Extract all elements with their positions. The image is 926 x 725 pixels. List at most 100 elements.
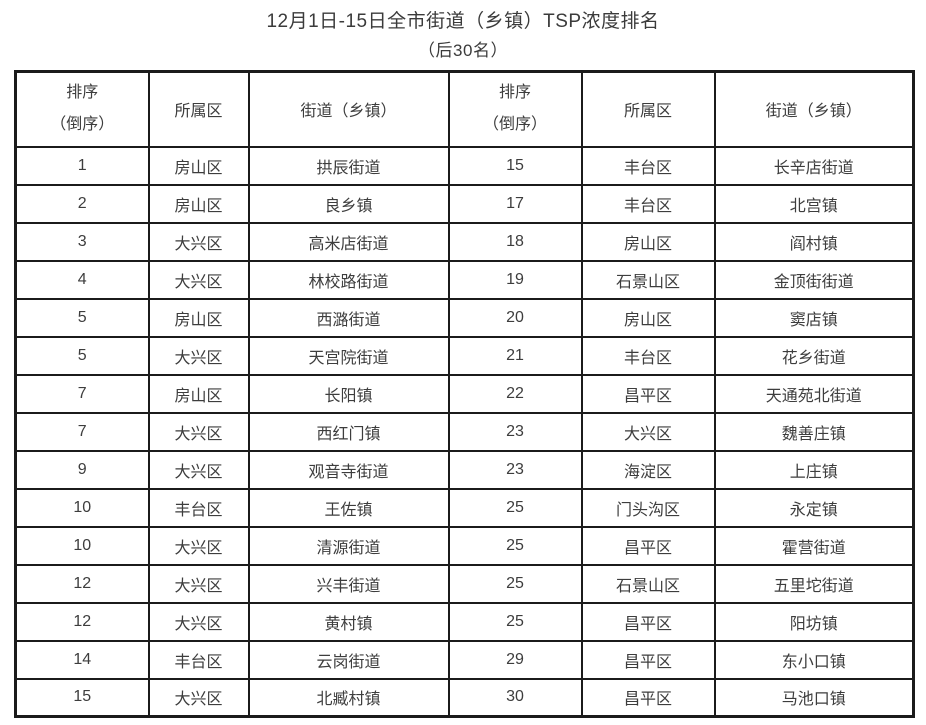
rank-cell: 7 — [14, 411, 150, 452]
street-cell: 兴丰街道 — [247, 563, 450, 604]
table-row: 10 大兴区 清源街道 25 昌平区 霍营街道 — [14, 525, 915, 566]
rank-cell: 22 — [447, 373, 583, 414]
street-cell: 花乡街道 — [713, 335, 915, 376]
street-cell: 北宫镇 — [713, 183, 915, 224]
table-row: 9 大兴区 观音寺街道 23 海淀区 上庄镇 — [14, 449, 915, 490]
rank-cell: 20 — [447, 297, 583, 338]
header-district-right: 所属区 — [580, 70, 716, 148]
street-cell: 上庄镇 — [713, 449, 915, 490]
header-rank-left: 排序 （倒序） — [14, 70, 150, 148]
rank-cell: 10 — [14, 525, 150, 566]
street-cell: 阎村镇 — [713, 221, 915, 262]
street-cell: 黄村镇 — [247, 601, 450, 642]
table-row: 1 房山区 拱辰街道 15 丰台区 长辛店街道 — [14, 145, 915, 186]
street-cell: 王佐镇 — [247, 487, 450, 528]
street-cell: 永定镇 — [713, 487, 915, 528]
rank-cell: 23 — [447, 411, 583, 452]
header-district-left: 所属区 — [147, 70, 250, 148]
district-cell: 丰台区 — [147, 487, 250, 528]
table-row: 10 丰台区 王佐镇 25 门头沟区 永定镇 — [14, 487, 915, 528]
district-cell: 房山区 — [147, 145, 250, 186]
street-cell: 拱辰街道 — [247, 145, 450, 186]
street-cell: 霍营街道 — [713, 525, 915, 566]
district-cell: 丰台区 — [147, 639, 250, 680]
header-rank-right: 排序 （倒序） — [447, 70, 583, 148]
street-cell: 金顶街街道 — [713, 259, 915, 300]
page-title: 12月1日-15日全市街道（乡镇）TSP浓度排名 — [266, 11, 660, 32]
rank-cell: 19 — [447, 259, 583, 300]
street-cell: 马池口镇 — [713, 677, 915, 718]
district-cell: 昌平区 — [580, 601, 716, 642]
district-cell: 大兴区 — [147, 449, 250, 490]
street-cell: 高米店街道 — [247, 221, 450, 262]
table-body: 1 房山区 拱辰街道 15 丰台区 长辛店街道 2 房山区 良乡镇 17 丰台区 北宫镇 3 大兴区 高米店… — [14, 145, 915, 718]
rank-cell: 12 — [14, 563, 150, 604]
district-cell: 石景山区 — [580, 563, 716, 604]
title-block: 12月1日-15日全市街道（乡镇）TSP浓度排名 （后30名） — [0, 0, 926, 64]
rank-cell: 15 — [14, 677, 150, 718]
street-cell: 长阳镇 — [247, 373, 450, 414]
table-row: 7 大兴区 西红门镇 23 大兴区 魏善庄镇 — [14, 411, 915, 452]
page-subtitle: （后30名） — [418, 41, 508, 60]
rank-cell: 3 — [14, 221, 150, 262]
header-row: 排序 （倒序） 所属区 街道（乡镇） 排序 （倒序） 所属区 街道（乡镇） — [14, 70, 915, 148]
district-cell: 房山区 — [147, 183, 250, 224]
district-cell: 大兴区 — [147, 525, 250, 566]
district-cell: 昌平区 — [580, 373, 716, 414]
street-cell: 良乡镇 — [247, 183, 450, 224]
district-cell: 房山区 — [580, 297, 716, 338]
street-cell: 东小口镇 — [713, 639, 915, 680]
table-row: 12 大兴区 兴丰街道 25 石景山区 五里坨街道 — [14, 563, 915, 604]
district-cell: 大兴区 — [147, 259, 250, 300]
rank-cell: 12 — [14, 601, 150, 642]
rank-cell: 25 — [447, 525, 583, 566]
street-cell: 五里坨街道 — [713, 563, 915, 604]
district-cell: 大兴区 — [147, 677, 250, 718]
street-cell: 阳坊镇 — [713, 601, 915, 642]
district-cell: 大兴区 — [147, 601, 250, 642]
header-rank-line1: 排序 — [66, 84, 99, 102]
rank-cell: 5 — [14, 297, 150, 338]
header-rank-line1: 排序 — [498, 84, 531, 102]
rank-cell: 25 — [447, 601, 583, 642]
rank-cell: 9 — [14, 449, 150, 490]
street-cell: 天通苑北街道 — [713, 373, 915, 414]
district-cell: 大兴区 — [147, 411, 250, 452]
street-cell: 西红门镇 — [247, 411, 450, 452]
rank-cell: 10 — [14, 487, 150, 528]
street-cell: 西潞街道 — [247, 297, 450, 338]
street-cell: 林校路街道 — [247, 259, 450, 300]
header-rank-line2: （倒序） — [482, 116, 547, 134]
header-rank-line2: （倒序） — [50, 116, 115, 134]
table-row: 12 大兴区 黄村镇 25 昌平区 阳坊镇 — [14, 601, 915, 642]
street-cell: 窦店镇 — [713, 297, 915, 338]
rank-cell: 18 — [447, 221, 583, 262]
district-cell: 大兴区 — [580, 411, 716, 452]
district-cell: 海淀区 — [580, 449, 716, 490]
street-cell: 天宫院街道 — [247, 335, 450, 376]
rank-cell: 17 — [447, 183, 583, 224]
rank-cell: 23 — [447, 449, 583, 490]
rank-cell: 15 — [447, 145, 583, 186]
district-cell: 房山区 — [147, 297, 250, 338]
street-cell: 云岗街道 — [247, 639, 450, 680]
table-row: 3 大兴区 高米店街道 18 房山区 阎村镇 — [14, 221, 915, 262]
street-cell: 清源街道 — [247, 525, 450, 566]
rank-cell: 5 — [14, 335, 150, 376]
rank-cell: 30 — [447, 677, 583, 718]
table-header: 排序 （倒序） 所属区 街道（乡镇） 排序 （倒序） 所属区 街道（乡镇） — [14, 70, 915, 148]
district-cell: 昌平区 — [580, 525, 716, 566]
rank-cell: 7 — [14, 373, 150, 414]
table-row: 5 房山区 西潞街道 20 房山区 窦店镇 — [14, 297, 915, 338]
rank-cell: 21 — [447, 335, 583, 376]
district-cell: 门头沟区 — [580, 487, 716, 528]
header-street-right: 街道（乡镇） — [713, 70, 915, 148]
district-cell: 昌平区 — [580, 677, 716, 718]
table-row: 2 房山区 良乡镇 17 丰台区 北宫镇 — [14, 183, 915, 224]
rank-cell: 1 — [14, 145, 150, 186]
rank-cell: 4 — [14, 259, 150, 300]
table-row: 14 丰台区 云岗街道 29 昌平区 东小口镇 — [14, 639, 915, 680]
rank-cell: 29 — [447, 639, 583, 680]
